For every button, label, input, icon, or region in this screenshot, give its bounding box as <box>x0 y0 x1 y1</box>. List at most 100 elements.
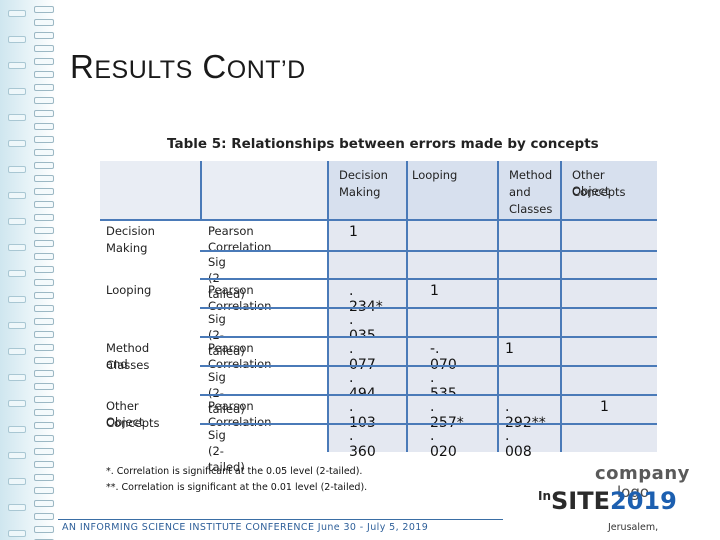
pearson-value: 1 <box>505 341 514 357</box>
strip-ring <box>8 374 26 381</box>
footer-conference: AN INFORMING SCIENCE INSTITUTE CONFERENC… <box>62 522 429 533</box>
value-cell <box>497 219 560 250</box>
strip-ring <box>34 175 54 182</box>
strip-ring <box>34 305 54 312</box>
value-cell <box>497 394 560 423</box>
sig-value: . 020 <box>430 428 457 460</box>
column-header-label: Classes <box>509 202 553 216</box>
grid-line <box>200 365 657 367</box>
value-cell <box>406 394 497 423</box>
strip-ring <box>34 149 54 156</box>
strip-ring <box>34 331 54 338</box>
pearson-value: . 292** <box>505 399 546 431</box>
strip-ring <box>34 97 54 104</box>
column-header-cell <box>406 161 497 219</box>
strip-ring <box>34 370 54 377</box>
strip-ring <box>34 214 54 221</box>
strip-ring <box>34 435 54 442</box>
pearson-value: 1 <box>430 283 439 299</box>
strip-ring <box>34 58 54 65</box>
strip-ring <box>34 253 54 260</box>
stat-label-sig: Sig (2-tailed) <box>208 428 245 474</box>
strip-ring <box>34 188 54 195</box>
column-header-label: Other Object <box>572 168 610 198</box>
strip-ring <box>8 114 26 121</box>
strip-ring <box>34 227 54 234</box>
value-cell <box>560 307 657 336</box>
grid-line <box>200 278 657 280</box>
footer-divider <box>58 519 503 520</box>
value-cell <box>560 365 657 394</box>
stat-label-pearson: Pearson Correlation <box>208 341 272 371</box>
grid-line <box>406 161 408 452</box>
insite-main: SITE <box>551 487 610 515</box>
pearson-value: 1 <box>349 224 358 240</box>
strip-ring <box>34 6 54 13</box>
value-cell <box>497 336 560 365</box>
grid-line <box>200 161 202 219</box>
strip-ring <box>8 322 26 329</box>
strip-ring <box>34 110 54 117</box>
sig-value: . 008 <box>505 428 532 460</box>
pearson-value: . 077 <box>349 341 376 373</box>
header-empty-cell <box>200 161 327 219</box>
value-cell <box>406 423 497 452</box>
value-cell <box>560 423 657 452</box>
grid-line <box>560 161 562 452</box>
row-group-label: Method and <box>106 341 150 371</box>
header-empty-cell <box>100 161 200 219</box>
value-cell <box>327 394 406 423</box>
pearson-value: 1 <box>600 399 609 415</box>
column-header-label: Method <box>509 168 553 182</box>
strip-ring <box>8 452 26 459</box>
strip-ring <box>8 36 26 43</box>
strip-ring <box>8 426 26 433</box>
strip-ring <box>8 400 26 407</box>
value-cell <box>497 307 560 336</box>
strip-ring <box>34 487 54 494</box>
column-header-cell <box>560 161 657 219</box>
table-notes: *. Correlation is significant at the 0.0… <box>106 464 367 496</box>
pearson-value: -. 070 <box>430 341 457 373</box>
strip-ring <box>34 201 54 208</box>
strip-ring <box>34 123 54 130</box>
insite-sup: In <box>538 489 552 503</box>
value-cell <box>497 423 560 452</box>
value-cell <box>497 278 560 307</box>
value-cell <box>327 307 406 336</box>
value-cell <box>327 250 406 278</box>
insite-logo: InSITE2019 <box>538 487 677 515</box>
strip-ring <box>34 279 54 286</box>
column-header-label: Making <box>339 185 381 199</box>
strip-ring <box>34 409 54 416</box>
value-cell <box>327 219 406 250</box>
grid-line <box>497 161 499 452</box>
strip-ring <box>34 448 54 455</box>
strip-ring <box>34 266 54 273</box>
strip-ring <box>34 318 54 325</box>
grid-line <box>200 307 657 309</box>
strip-ring <box>34 357 54 364</box>
strip-ring <box>34 292 54 299</box>
row-group-label: Classes <box>106 358 150 372</box>
strip-ring <box>8 244 26 251</box>
grid-line <box>327 161 329 452</box>
strip-ring <box>8 348 26 355</box>
value-cell <box>560 219 657 250</box>
title-rest-1: ESULTS <box>94 56 193 84</box>
title-initial-2: C <box>202 48 227 85</box>
value-cell <box>406 336 497 365</box>
value-cell <box>406 278 497 307</box>
value-cell <box>560 336 657 365</box>
value-cell <box>560 278 657 307</box>
strip-ring <box>8 140 26 147</box>
strip-ring <box>34 396 54 403</box>
strip-ring <box>8 296 26 303</box>
strip-ring <box>8 62 26 69</box>
value-cell <box>497 365 560 394</box>
strip-ring <box>8 88 26 95</box>
strip-ring <box>8 270 26 277</box>
sig-value: . 360 <box>349 428 376 460</box>
strip-ring <box>34 240 54 247</box>
strip-ring <box>34 45 54 52</box>
